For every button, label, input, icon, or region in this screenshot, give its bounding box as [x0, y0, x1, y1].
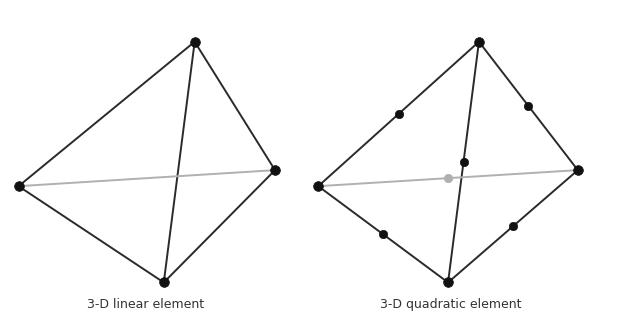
- Text: 3-D quadratic element: 3-D quadratic element: [381, 299, 522, 311]
- Text: 3-D linear element: 3-D linear element: [87, 299, 204, 311]
